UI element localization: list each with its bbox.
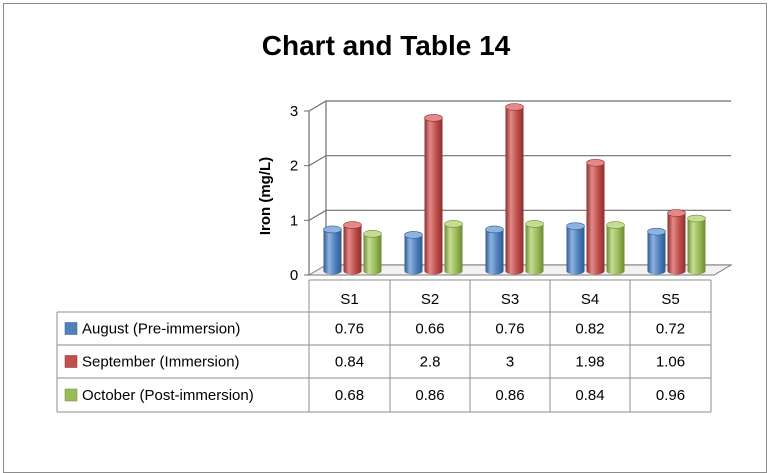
data-table-value: 0.66 (415, 321, 444, 338)
legend-label: August (Pre-immersion) (82, 321, 240, 338)
x-tick-label: S2 (421, 291, 439, 308)
bar (647, 231, 666, 275)
y-tick-label: 3 (290, 103, 298, 120)
legend-key (64, 355, 78, 368)
bar (566, 226, 585, 275)
bar (343, 225, 362, 275)
y-tick-label: 2 (290, 158, 298, 175)
legend-key (64, 322, 78, 335)
bar (667, 213, 686, 275)
data-table-value: 0.86 (495, 387, 524, 404)
data-table-value: 0.84 (575, 387, 604, 404)
x-tick-label: S5 (661, 291, 679, 308)
data-table-value: 2.8 (420, 354, 441, 371)
y-tick-label: 1 (290, 212, 298, 229)
bar (687, 218, 706, 275)
data-table-value: 1.06 (656, 354, 685, 371)
bar-top (647, 227, 666, 236)
data-table-value: 0.96 (656, 387, 685, 404)
legend-key (64, 388, 78, 402)
gridline (308, 100, 731, 112)
bar-top (606, 221, 625, 229)
bar-top (586, 158, 605, 167)
bar-top (505, 103, 524, 111)
bar-top (343, 221, 362, 229)
bar (323, 229, 342, 275)
bar-top (323, 225, 342, 234)
bar-top (444, 220, 463, 228)
gridline (308, 155, 731, 167)
bar (586, 162, 605, 275)
bar-top (525, 220, 544, 228)
bar (363, 233, 382, 275)
data-table-value: 3 (506, 354, 514, 371)
x-tick-label: S1 (340, 291, 358, 308)
x-tick-label: S4 (581, 291, 599, 308)
y-axis-title: Iron (mg/L) (257, 157, 274, 235)
bar (525, 223, 544, 275)
bar (505, 107, 524, 275)
chart-title: Chart and Table 14 (262, 30, 511, 61)
y-tick-label: 0 (290, 267, 298, 284)
data-table-value: 0.82 (575, 321, 604, 338)
legend-label: September (Immersion) (82, 354, 240, 371)
bar-top (566, 222, 585, 230)
data-table-value: 1.98 (575, 354, 604, 371)
bar-top (404, 231, 423, 239)
bar-top (485, 225, 504, 234)
data-table-value: 0.84 (335, 354, 364, 371)
chart-frame (3, 3, 767, 473)
data-table-value: 0.86 (415, 387, 444, 404)
bar (485, 229, 504, 275)
bar-top (424, 114, 443, 122)
data-table-value: 0.76 (335, 321, 364, 338)
legend-label: October (Post-immersion) (82, 387, 254, 404)
bar (424, 117, 443, 275)
bar-top (363, 230, 382, 238)
bar (444, 223, 463, 275)
bar-top (667, 209, 686, 217)
x-tick-label: S3 (501, 291, 519, 308)
data-table-value: 0.72 (656, 321, 685, 338)
data-table-value: 0.68 (335, 387, 364, 404)
bar (404, 234, 423, 275)
data-table-value: 0.76 (495, 321, 524, 338)
bar-top (687, 214, 706, 223)
bar (606, 225, 625, 275)
